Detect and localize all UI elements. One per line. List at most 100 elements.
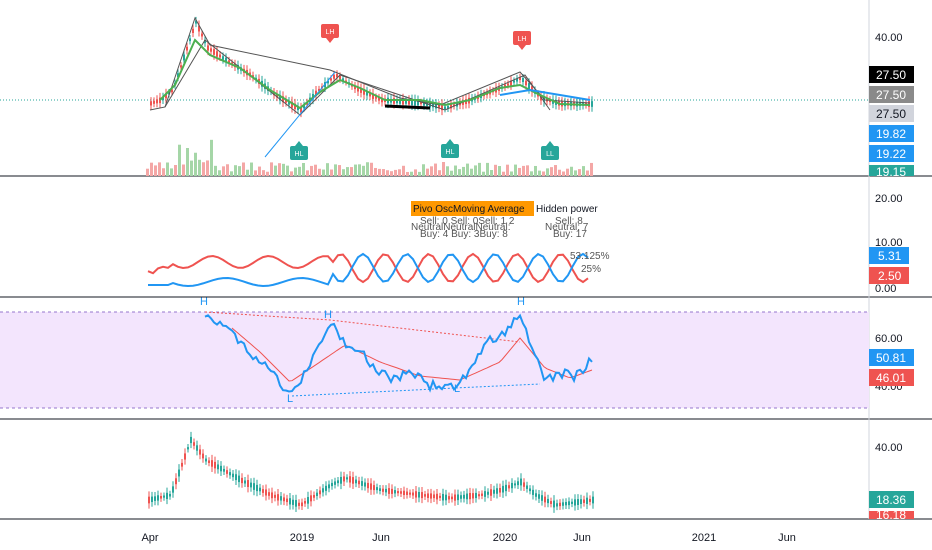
candle-body [559, 502, 561, 507]
candle-body [217, 464, 219, 470]
candle-body [160, 495, 162, 499]
candle-body [388, 488, 390, 494]
pivot-lh[interactable]: LH [513, 31, 531, 50]
volume-bar [386, 170, 389, 176]
candle-body [175, 478, 177, 485]
candle-body [411, 99, 413, 106]
candle-body [201, 33, 203, 37]
price-badge-pane1: 19.22 [869, 145, 914, 162]
volume-bar [326, 163, 329, 176]
candle-body [487, 491, 489, 495]
volume-bar [418, 171, 421, 176]
candle-body [229, 472, 231, 476]
candle-body [375, 96, 377, 99]
volume-bar [158, 162, 161, 176]
candle-body [364, 482, 366, 487]
candle-body [183, 54, 185, 61]
volume-bar [378, 168, 381, 176]
candle-body [228, 60, 230, 64]
candle-body [516, 78, 518, 82]
pivot-hl[interactable]: HL [290, 141, 308, 160]
oscillator-blue-line [148, 252, 589, 288]
volume-bar [502, 171, 505, 176]
candle-body [199, 449, 201, 455]
rsi-band [0, 312, 869, 408]
volume-bar [270, 162, 273, 176]
candle-body [382, 488, 384, 492]
volume-bar [554, 165, 557, 176]
candle-body [478, 494, 480, 497]
time-axis[interactable]: Apr 2019 Jun 2020 Jun 2021 Jun [141, 532, 795, 544]
volume-bar [226, 164, 229, 176]
volume-bar [230, 171, 233, 176]
rsi-marker-h: H [200, 296, 208, 308]
moving-average-green [159, 38, 591, 110]
candle-body [541, 495, 543, 501]
candle-body [525, 80, 527, 86]
candle-body [150, 101, 152, 106]
volume-bar [166, 162, 169, 176]
candle-body [502, 485, 504, 493]
pivot-label: LL [546, 151, 554, 158]
candle-body [256, 484, 258, 492]
pivot-hl[interactable]: HL [441, 139, 459, 158]
legend-buy: Buy: 4 Buy: 3Buy: 8 [420, 229, 508, 240]
candle-body [415, 491, 417, 498]
price-axis[interactable]: 40.00 20.00 10.00 0.00 60.00 40.00 40.00 [875, 32, 903, 454]
price-badge-value: 16.18 [876, 508, 906, 522]
volume-bar [454, 165, 457, 176]
volume-bar [426, 168, 429, 176]
candle-body [159, 97, 161, 104]
volume-bars [146, 139, 593, 176]
candle-body [310, 495, 312, 502]
legend-buy-hidden: Buy: 17 [553, 229, 587, 240]
pivot-lh[interactable]: LH [321, 24, 339, 43]
volume-bar [278, 163, 281, 176]
candle-body [400, 491, 402, 494]
rsi-marker-l: L [454, 383, 460, 395]
candle-body [513, 80, 515, 83]
candle-body [250, 482, 252, 488]
volume-bar [290, 171, 293, 176]
indicator-legend[interactable]: Pivo OscMoving Average Hidden power Sell… [411, 201, 610, 275]
candle-body [421, 492, 423, 499]
volume-bar [526, 165, 529, 176]
candle-body [433, 494, 435, 499]
candle-body [354, 85, 356, 90]
candle-body [520, 478, 522, 486]
candle-body [592, 496, 594, 504]
volume-bar [238, 166, 241, 176]
legend-sell: Sell: 0 Sell: 0Sell: 1 2 [420, 216, 515, 227]
volume-bar [390, 171, 393, 176]
volume-bar [254, 170, 257, 176]
price-badge-value: 19.82 [876, 127, 906, 141]
candle-body [372, 93, 374, 99]
volume-bar [206, 160, 209, 176]
rsi-marker-h: H [517, 296, 525, 308]
candle-body [189, 38, 191, 42]
candle-body [219, 54, 221, 58]
pane4-axis-label: 40.00 [875, 442, 903, 454]
price-badge-pane3: 46.01 [869, 369, 914, 386]
volume-bar [242, 162, 245, 176]
candle-body [538, 494, 540, 499]
volume-bar [310, 165, 313, 176]
candle-body [156, 99, 158, 104]
candle-body [427, 493, 429, 498]
candle-body [484, 491, 486, 497]
candle-body [441, 104, 443, 111]
pivot-ll[interactable]: LL [541, 141, 559, 160]
volume-bar [394, 169, 397, 176]
candle-body [420, 101, 422, 105]
price-badge-pane1: 19.82 [869, 125, 914, 142]
volume-bar [562, 171, 565, 176]
price-badge-pane1: 27.50 [869, 105, 914, 122]
candle-body [547, 498, 549, 504]
volume-bar [438, 170, 441, 176]
volume-bar [522, 165, 525, 176]
candle-body [379, 488, 381, 492]
price-badge-pane1: 27.50 [869, 86, 914, 103]
candle-body [213, 49, 215, 55]
legend-neutral-hidden: Neutral: 7 [545, 222, 589, 233]
